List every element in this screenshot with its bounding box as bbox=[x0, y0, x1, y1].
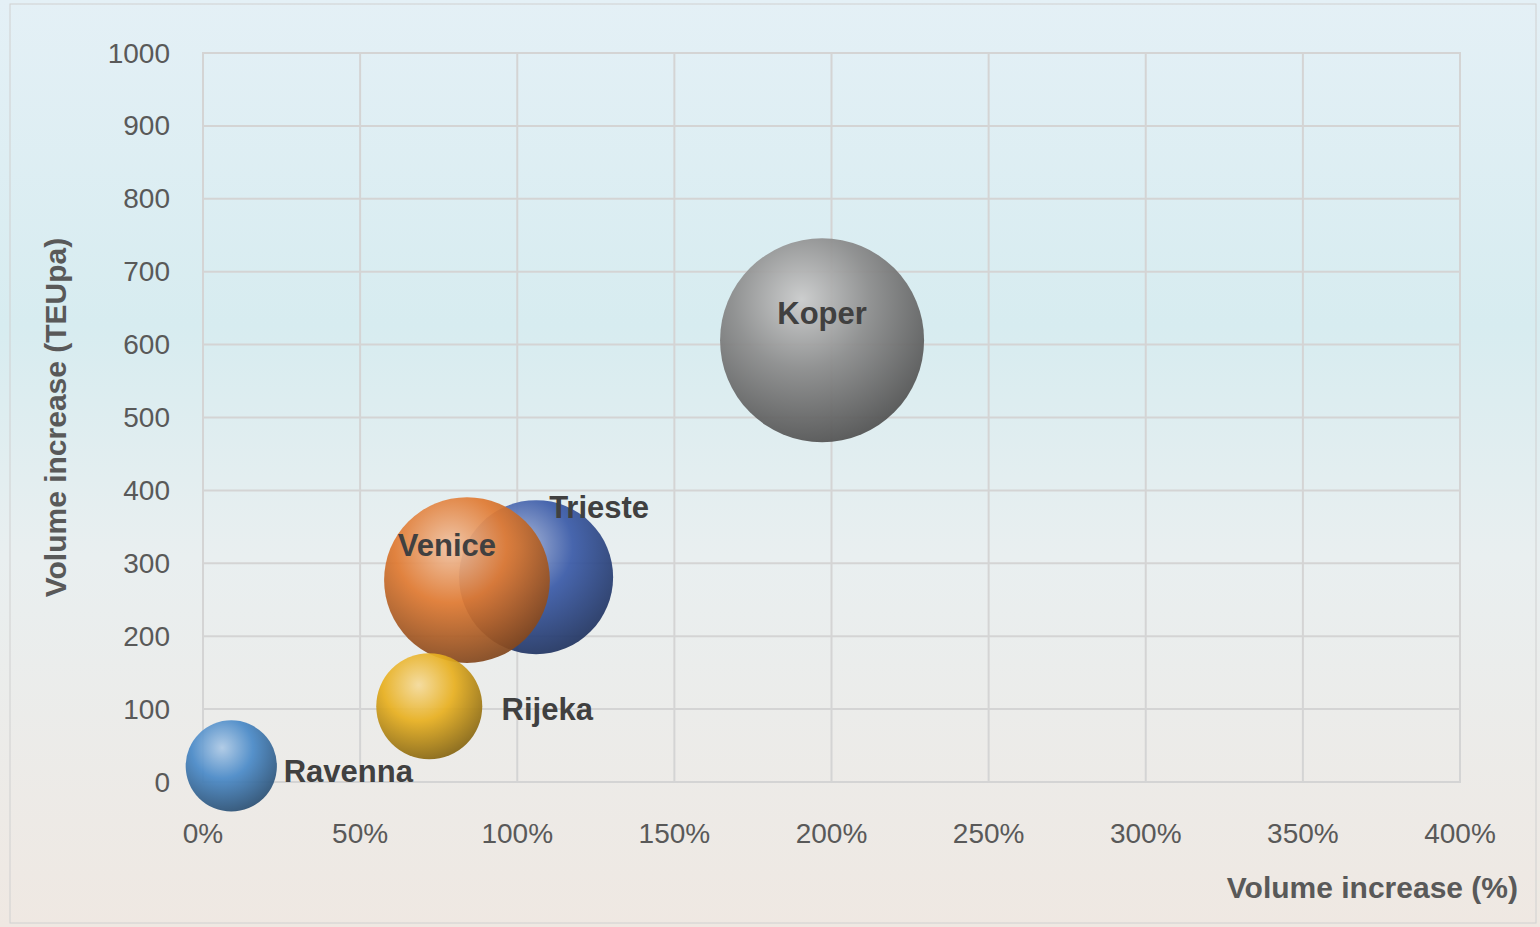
bubble bbox=[384, 497, 550, 663]
x-tick-label: 400% bbox=[1424, 818, 1496, 849]
bubble bbox=[186, 720, 277, 811]
x-grid-line bbox=[673, 53, 675, 782]
y-tick-label: 900 bbox=[123, 110, 170, 141]
x-tick-label: 250% bbox=[953, 818, 1025, 849]
background bbox=[0, 0, 1540, 927]
x-tick-label: 0% bbox=[183, 818, 223, 849]
x-axis-title: Volume increase (%) bbox=[1227, 871, 1518, 904]
y-tick-label: 1000 bbox=[108, 38, 170, 69]
x-tick-label: 200% bbox=[796, 818, 868, 849]
y-tick-label: 0 bbox=[154, 767, 170, 798]
x-grid-line bbox=[988, 53, 990, 782]
bubble-label: Trieste bbox=[549, 490, 649, 525]
bubble bbox=[720, 238, 924, 442]
y-tick-label: 300 bbox=[123, 548, 170, 579]
y-tick-label: 700 bbox=[123, 256, 170, 287]
x-tick-label: 50% bbox=[332, 818, 388, 849]
x-tick-label: 300% bbox=[1110, 818, 1182, 849]
bubble bbox=[376, 653, 482, 759]
y-tick-label: 500 bbox=[123, 402, 170, 433]
y-tick-label: 600 bbox=[123, 329, 170, 360]
bubble-label: Koper bbox=[777, 296, 867, 331]
plot-frame bbox=[203, 53, 1460, 782]
y-axis-title: Volume increase (TEUpa) bbox=[39, 238, 72, 598]
x-grid-line bbox=[1302, 53, 1304, 782]
bubble-label: Rijeka bbox=[502, 692, 594, 727]
x-grid-line bbox=[516, 53, 518, 782]
x-tick-label: 150% bbox=[639, 818, 711, 849]
x-grid-line bbox=[1145, 53, 1147, 782]
bubble-label: Ravenna bbox=[284, 754, 414, 789]
bubble-label: Venice bbox=[398, 528, 496, 563]
x-tick-label: 100% bbox=[481, 818, 553, 849]
y-tick-label: 200 bbox=[123, 621, 170, 652]
y-tick-label: 800 bbox=[123, 183, 170, 214]
chart: 0 100 200 300 400 500 600 700 800 900 1000 0% 50% 100… bbox=[0, 0, 1540, 927]
x-grid-line bbox=[359, 53, 361, 782]
y-tick-label: 100 bbox=[123, 694, 170, 725]
x-tick-label: 350% bbox=[1267, 818, 1339, 849]
chart-frame bbox=[10, 4, 1536, 923]
y-tick-label: 400 bbox=[123, 475, 170, 506]
